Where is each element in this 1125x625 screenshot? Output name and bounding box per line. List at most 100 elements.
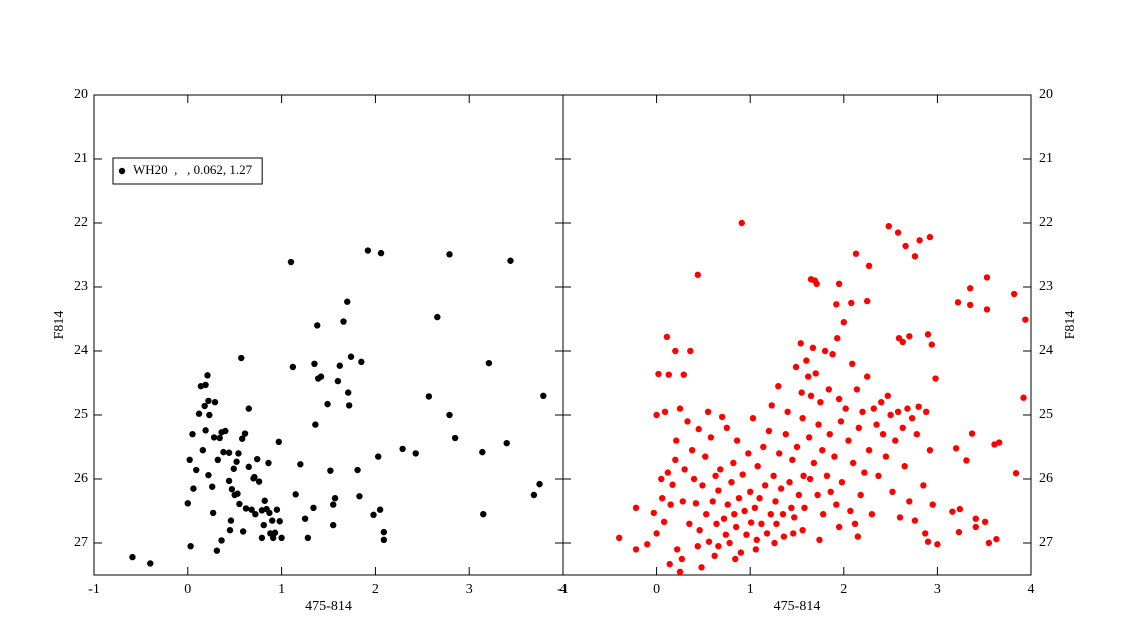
point <box>981 518 989 526</box>
point <box>273 506 281 513</box>
point <box>199 447 207 454</box>
point <box>684 418 691 425</box>
point <box>664 469 672 476</box>
point <box>187 543 194 550</box>
point <box>715 543 722 550</box>
point <box>667 501 674 508</box>
point <box>370 511 377 519</box>
point <box>327 467 334 474</box>
point <box>705 538 713 545</box>
point <box>906 333 913 340</box>
point <box>776 450 783 457</box>
point <box>255 478 263 485</box>
point <box>233 458 240 465</box>
point <box>913 431 921 438</box>
point <box>254 455 261 463</box>
point <box>201 402 208 410</box>
point <box>840 319 847 326</box>
x-tick-label: 1 <box>278 582 285 597</box>
y-tick-label: 25 <box>1039 407 1053 422</box>
point <box>749 415 757 422</box>
point <box>358 358 365 366</box>
point <box>916 237 923 244</box>
point <box>653 411 660 419</box>
point <box>743 531 750 538</box>
point <box>797 340 804 347</box>
point <box>789 456 796 463</box>
point <box>214 456 222 463</box>
point <box>820 511 827 518</box>
point <box>908 415 916 422</box>
point <box>752 546 760 553</box>
point <box>425 393 433 400</box>
point <box>894 229 902 236</box>
point <box>376 506 384 513</box>
point <box>761 482 769 489</box>
point <box>829 351 836 358</box>
x-tick-label: 2 <box>840 582 847 597</box>
point <box>204 372 211 379</box>
point <box>251 473 258 481</box>
x-axis-label: 475-814 <box>774 599 821 614</box>
point <box>779 511 787 518</box>
point <box>854 533 862 540</box>
point <box>915 403 922 410</box>
point <box>615 534 623 542</box>
point <box>679 498 687 505</box>
point <box>842 405 849 412</box>
point <box>954 299 962 306</box>
point <box>735 495 743 502</box>
point <box>672 456 679 463</box>
point <box>823 472 831 479</box>
point <box>702 453 709 460</box>
point <box>669 481 676 488</box>
point <box>695 425 702 433</box>
point <box>340 318 347 325</box>
point <box>732 523 740 531</box>
point <box>375 453 382 460</box>
point <box>1020 394 1027 401</box>
point <box>786 479 793 486</box>
point <box>793 443 801 451</box>
point <box>882 453 890 460</box>
point <box>739 471 746 478</box>
y-tick-label: 21 <box>74 151 88 166</box>
point <box>889 488 896 495</box>
point <box>896 514 904 521</box>
point <box>911 253 919 260</box>
x-tick-label: 4 <box>1028 582 1035 597</box>
point <box>799 527 806 534</box>
point <box>485 359 493 367</box>
point <box>222 427 229 435</box>
point <box>878 399 885 406</box>
y-tick-label: 21 <box>1039 151 1053 166</box>
x-tick-label: 0 <box>184 582 191 597</box>
point <box>690 475 698 483</box>
point <box>853 386 861 393</box>
point <box>756 495 763 502</box>
y-tick-label: 20 <box>74 87 88 102</box>
point <box>189 431 196 438</box>
point <box>922 530 929 537</box>
point <box>857 491 864 499</box>
point <box>704 408 712 415</box>
point <box>780 533 788 540</box>
point <box>297 461 304 468</box>
point <box>784 408 791 415</box>
point <box>310 504 317 511</box>
point <box>276 518 283 525</box>
point <box>227 517 235 524</box>
point <box>814 491 821 499</box>
point <box>899 338 906 346</box>
point <box>807 392 815 399</box>
point <box>329 521 337 529</box>
point <box>239 528 247 535</box>
y-axis-label: F814 <box>52 311 67 340</box>
y-tick-label: 27 <box>1039 535 1053 550</box>
point <box>833 501 840 508</box>
point <box>676 568 684 575</box>
point <box>815 421 822 428</box>
point <box>835 395 843 403</box>
point <box>847 507 854 515</box>
point <box>226 527 234 534</box>
